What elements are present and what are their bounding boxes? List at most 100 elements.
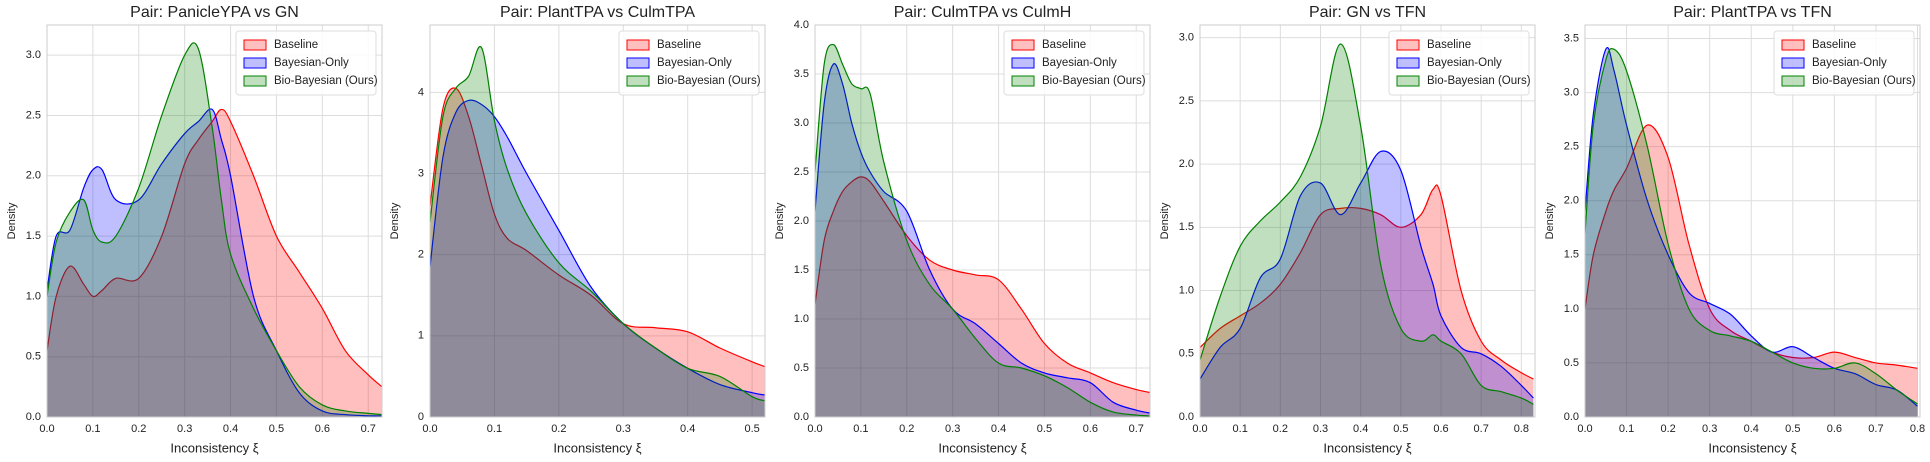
x-tick-label: 0.4 xyxy=(991,423,1006,435)
axes-frame xyxy=(814,24,1151,418)
x-tick-label: 0.2 xyxy=(131,423,146,435)
x-tick-label: 0.2 xyxy=(899,423,914,435)
y-tick-label: 3.5 xyxy=(794,68,809,80)
x-axis-label: Inconsistency ξ xyxy=(170,440,258,455)
density-line xyxy=(430,99,765,396)
legend-label: Baseline xyxy=(1812,39,1856,51)
y-tick-label: 1.0 xyxy=(26,290,41,302)
y-tick-label: 2.0 xyxy=(1564,195,1579,207)
y-tick-label: 2.0 xyxy=(1179,158,1194,170)
y-tick-label: 1.0 xyxy=(1179,284,1194,296)
density-line xyxy=(47,108,382,388)
axes-frame xyxy=(429,24,766,418)
x-tick-label: 0.3 xyxy=(616,423,631,435)
density-area xyxy=(815,63,1150,417)
y-tick-label: 1.0 xyxy=(1564,303,1579,315)
legend-label: Baseline xyxy=(657,39,701,51)
x-tick-label: 0.7 xyxy=(361,423,376,435)
y-axis-label: Density xyxy=(1159,202,1171,239)
y-tick-label: 1 xyxy=(418,330,424,342)
y-tick-label: 1.5 xyxy=(1564,249,1579,261)
legend-swatch xyxy=(1781,57,1805,69)
y-tick-label: 2.5 xyxy=(1564,141,1579,153)
chart-title: Pair: GN vs TFN xyxy=(1309,4,1426,21)
density-area xyxy=(47,109,382,417)
x-tick-label: 0.0 xyxy=(1192,423,1207,435)
legend-swatch xyxy=(243,39,267,51)
legend-swatch xyxy=(1396,57,1420,69)
chart-title: Pair: PanicleYPA vs GN xyxy=(130,4,299,21)
y-tick-label: 2 xyxy=(418,249,424,261)
y-tick-label: 1.0 xyxy=(794,313,809,325)
x-axis-label: Inconsistency ξ xyxy=(1323,440,1411,455)
legend-label: Bayesian-Only xyxy=(1812,57,1887,69)
legend-swatch xyxy=(1396,39,1420,51)
density-line xyxy=(815,43,1150,417)
density-area xyxy=(815,44,1150,417)
x-tick-label: 0.2 xyxy=(1660,423,1675,435)
legend-label: Baseline xyxy=(1042,39,1086,51)
legend-label: Bio-Bayesian (Ours) xyxy=(1042,75,1146,87)
y-axis-label: Density xyxy=(6,202,18,239)
legend-swatch xyxy=(1396,75,1420,87)
density-area xyxy=(1585,48,1918,417)
legend-label: Bayesian-Only xyxy=(274,57,349,69)
density-line xyxy=(815,63,1150,414)
legend-box xyxy=(1388,30,1530,96)
x-tick-label: 0.3 xyxy=(1313,423,1328,435)
density-area xyxy=(1200,151,1534,417)
legend-label: Bayesian-Only xyxy=(657,57,732,69)
x-tick-label: 0.4 xyxy=(223,423,238,435)
x-tick-label: 0.7 xyxy=(1474,423,1489,435)
density-line xyxy=(430,45,765,402)
legend-label: Bayesian-Only xyxy=(1042,57,1117,69)
legend-swatch xyxy=(243,75,267,87)
x-tick-label: 0.8 xyxy=(1514,423,1529,435)
legend-swatch xyxy=(1011,75,1035,87)
y-tick-label: 3 xyxy=(418,167,424,179)
legend-box xyxy=(1003,30,1145,96)
x-tick-label: 0.2 xyxy=(551,423,566,435)
x-tick-label: 0.1 xyxy=(85,423,100,435)
legend-label: Bio-Bayesian (Ours) xyxy=(1812,75,1916,87)
legend-swatch xyxy=(1011,57,1035,69)
x-tick-label: 0.8 xyxy=(1910,423,1925,435)
x-axis-label: Inconsistency ξ xyxy=(938,440,1026,455)
x-tick-label: 0.5 xyxy=(1785,423,1800,435)
axes-frame xyxy=(1199,24,1536,418)
x-tick-label: 0.5 xyxy=(1393,423,1408,435)
y-tick-label: 3.5 xyxy=(1564,32,1579,44)
x-tick-label: 0.1 xyxy=(487,423,502,435)
x-tick-label: 0.1 xyxy=(1233,423,1248,435)
density-line xyxy=(1585,47,1918,405)
density-area xyxy=(47,108,382,417)
density-line xyxy=(47,108,382,417)
y-tick-label: 0.0 xyxy=(26,411,41,423)
x-tick-label: 0.6 xyxy=(315,423,330,435)
chart-title: Pair: PlantTPA vs CulmTPA xyxy=(500,4,695,21)
y-tick-label: 0.0 xyxy=(794,411,809,423)
x-tick-label: 0.0 xyxy=(422,423,437,435)
y-axis-label: Density xyxy=(1544,202,1556,239)
y-tick-label: 2.0 xyxy=(794,215,809,227)
x-tick-label: 0.1 xyxy=(853,423,868,435)
x-tick-label: 0.7 xyxy=(1129,423,1144,435)
density-line xyxy=(430,87,765,368)
y-tick-label: 1.5 xyxy=(794,264,809,276)
y-tick-label: 3.0 xyxy=(26,49,41,61)
x-tick-label: 0.6 xyxy=(1433,423,1448,435)
x-tick-label: 0.5 xyxy=(269,423,284,435)
x-tick-label: 0.0 xyxy=(807,423,822,435)
x-axis-label: Inconsistency ξ xyxy=(1708,440,1796,455)
density-area xyxy=(1585,124,1918,417)
y-tick-label: 0.5 xyxy=(1179,348,1194,360)
density-area xyxy=(1200,185,1534,417)
y-tick-label: 0 xyxy=(418,411,424,423)
y-tick-label: 4.0 xyxy=(794,19,809,31)
y-tick-label: 0.5 xyxy=(1564,357,1579,369)
legend-swatch xyxy=(1781,39,1805,51)
density-line xyxy=(1200,43,1534,405)
legend-swatch xyxy=(626,57,650,69)
density-area xyxy=(430,87,765,417)
